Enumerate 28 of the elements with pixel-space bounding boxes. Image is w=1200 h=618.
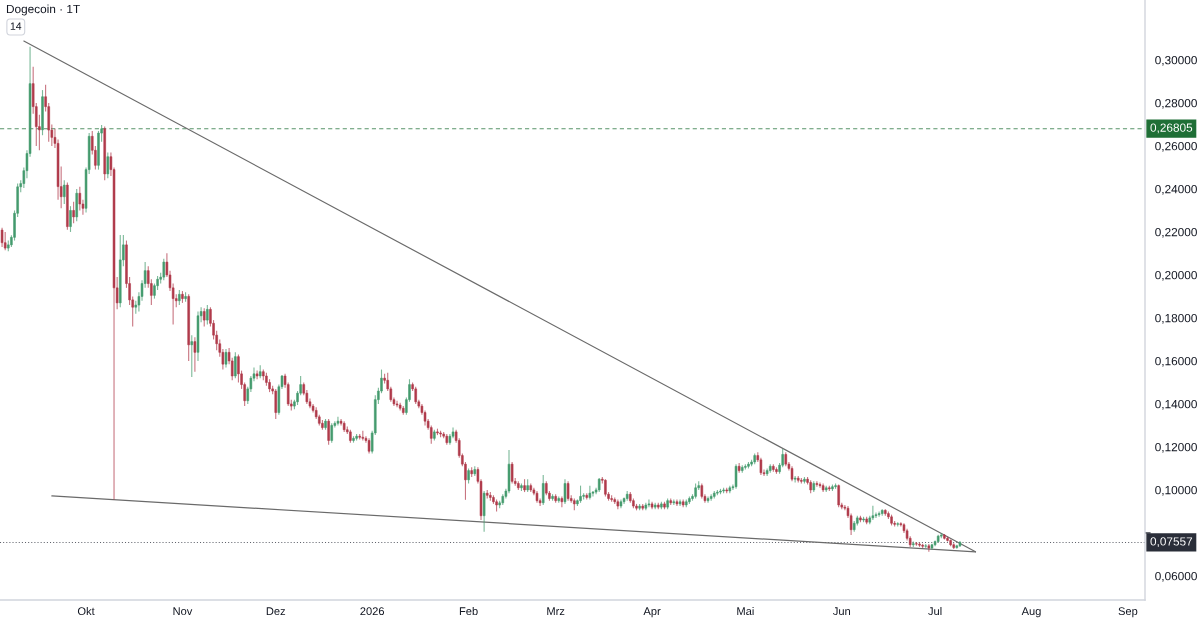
ref-line-label: 0,26805: [1150, 123, 1193, 134]
y-tick-label: 0,24000: [1155, 185, 1197, 195]
y-tick-label: 0,10000: [1155, 485, 1197, 496]
y-tick-label: 0,06000: [1155, 571, 1197, 582]
chart-title: Dogecoin · 1T: [6, 4, 80, 16]
x-tick-label: Nov: [173, 607, 193, 616]
y-tick-label: 0,14000: [1155, 399, 1197, 410]
y-tick-label: 0,18000: [1155, 313, 1197, 324]
x-tick-label: Jul: [928, 606, 942, 616]
x-tick-label: Apr: [643, 607, 661, 618]
ref-line-label: 0,07557: [1150, 537, 1193, 548]
annotation: 14: [10, 22, 22, 30]
x-tick-label: Okt: [77, 606, 95, 616]
y-tick-label: 0,20000: [1155, 270, 1197, 281]
y-tick-label: 0,16000: [1155, 356, 1197, 367]
x-tick-label: 2026: [360, 607, 385, 616]
x-tick-label: Aug: [1021, 607, 1041, 618]
y-tick-label: 0,28000: [1155, 99, 1197, 109]
x-tick-label: Dez: [266, 607, 286, 616]
y-tick-label: 0,30000: [1155, 56, 1197, 66]
x-tick-label: Mai: [737, 606, 754, 616]
x-tick-label: Mrz: [547, 607, 565, 615]
y-tick-label: 0,22000: [1155, 227, 1197, 238]
y-tick-label: 0,12000: [1155, 442, 1197, 453]
x-tick-label: Sep: [1118, 607, 1138, 618]
y-tick-label: 0,26000: [1155, 142, 1197, 152]
x-tick-label: Jun: [832, 607, 851, 616]
x-tick-label: Feb: [459, 606, 478, 616]
